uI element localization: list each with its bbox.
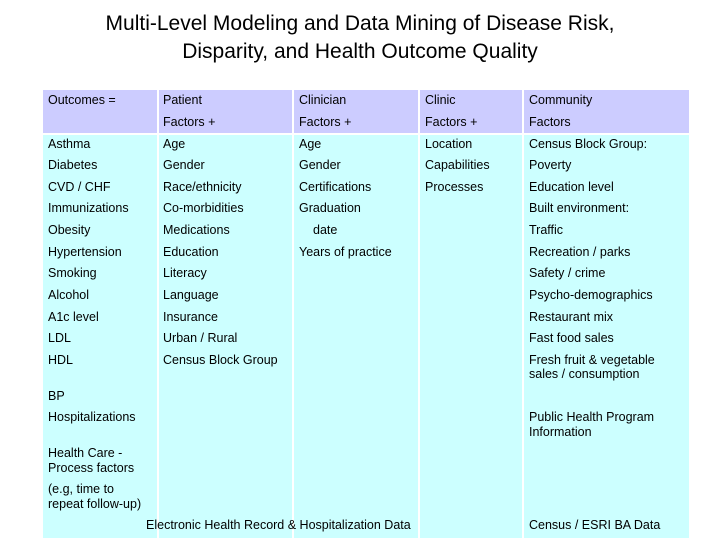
title-line-1: Multi-Level Modeling and Data Mining of … bbox=[105, 12, 615, 35]
census-data-source-label: Census / ESRI BA Data bbox=[529, 518, 661, 532]
header-community: Community bbox=[529, 93, 593, 107]
outcome-item: Diabetes bbox=[48, 158, 98, 172]
clinician-factor: Graduation bbox=[299, 201, 361, 215]
patient-factor: Education bbox=[163, 245, 219, 259]
title-line-2: Disparity, and Health Outcome Quality bbox=[182, 40, 538, 63]
header-patient: Patient bbox=[163, 93, 202, 107]
outcome-item: HDL bbox=[48, 353, 74, 367]
community-factor: Fast food sales bbox=[529, 331, 614, 345]
clinician-factor: Certifications bbox=[299, 180, 372, 194]
outcome-item: Process factors bbox=[48, 461, 135, 475]
ehr-data-source-label: Electronic Health Record & Hospitalizati… bbox=[146, 518, 411, 532]
clinic-factor: Location bbox=[425, 137, 473, 151]
community-factor: Poverty bbox=[529, 158, 572, 172]
patient-factor: Co-morbidities bbox=[163, 201, 244, 215]
community-factor: sales / consumption bbox=[529, 367, 640, 381]
outcome-item: Alcohol bbox=[48, 288, 89, 302]
patient-factor: Literacy bbox=[163, 266, 207, 280]
patient-factor: Gender bbox=[163, 158, 205, 172]
header-patient-factors: Factors + bbox=[163, 115, 216, 129]
header-clinician-factors: Factors + bbox=[299, 115, 352, 129]
clinic-factor: Capabilities bbox=[425, 158, 490, 172]
clinician-factor: date bbox=[313, 223, 338, 237]
header-clinician: Clinician bbox=[299, 93, 347, 107]
patient-factor: Language bbox=[163, 288, 219, 302]
patient-factor: Insurance bbox=[163, 310, 218, 324]
patient-factor: Race/ethnicity bbox=[163, 180, 242, 194]
header-community-factors: Factors bbox=[529, 115, 571, 129]
community-factor: Fresh fruit & vegetable bbox=[529, 353, 655, 367]
header-clinic-factors: Factors + bbox=[425, 115, 478, 129]
header-divider bbox=[43, 133, 689, 135]
patient-factor: Medications bbox=[163, 223, 230, 237]
patient-factor: Urban / Rural bbox=[163, 331, 238, 345]
outcome-item: BP bbox=[48, 389, 65, 403]
outcome-item: (e.g, time to bbox=[48, 482, 114, 496]
header-outcomes: Outcomes = bbox=[48, 93, 116, 107]
community-factor: Psycho-demographics bbox=[529, 288, 653, 302]
column-divider bbox=[418, 90, 420, 538]
outcome-item: A1c level bbox=[48, 310, 99, 324]
outcome-item: repeat follow-up) bbox=[48, 497, 142, 511]
column-divider bbox=[522, 90, 524, 538]
table-header-background bbox=[43, 90, 689, 133]
community-factor: Built environment: bbox=[529, 201, 630, 215]
table-body-background bbox=[43, 90, 689, 538]
outcome-item: Hospitalizations bbox=[48, 410, 136, 424]
column-divider bbox=[292, 90, 294, 538]
clinician-factor: Gender bbox=[299, 158, 341, 172]
patient-factor: Census Block Group bbox=[163, 353, 278, 367]
outcome-item: Asthma bbox=[48, 137, 91, 151]
outcome-item: Smoking bbox=[48, 266, 97, 280]
community-factor: Restaurant mix bbox=[529, 310, 614, 324]
community-factor: Education level bbox=[529, 180, 614, 194]
outcome-item: CVD / CHF bbox=[48, 180, 111, 194]
community-factor: Safety / crime bbox=[529, 266, 606, 280]
outcome-item: LDL bbox=[48, 331, 71, 345]
community-factor: Information bbox=[529, 425, 592, 439]
page-title: Multi-Level Modeling and Data Mining of … bbox=[0, 10, 720, 66]
community-factor: Traffic bbox=[529, 223, 564, 237]
clinician-factor: Age bbox=[299, 137, 322, 151]
header-clinic: Clinic bbox=[425, 93, 456, 107]
outcome-item: Hypertension bbox=[48, 245, 122, 259]
community-factor: Census Block Group: bbox=[529, 137, 648, 151]
community-factor: Public Health Program bbox=[529, 410, 655, 424]
community-factor: Recreation / parks bbox=[529, 245, 631, 259]
outcome-item: Immunizations bbox=[48, 201, 129, 215]
clinic-factor: Processes bbox=[425, 180, 484, 194]
clinician-factor: Years of practice bbox=[299, 245, 392, 259]
column-divider bbox=[157, 90, 159, 538]
outcome-item: Health Care - bbox=[48, 446, 123, 460]
patient-factor: Age bbox=[163, 137, 186, 151]
outcome-item: Obesity bbox=[48, 223, 91, 237]
